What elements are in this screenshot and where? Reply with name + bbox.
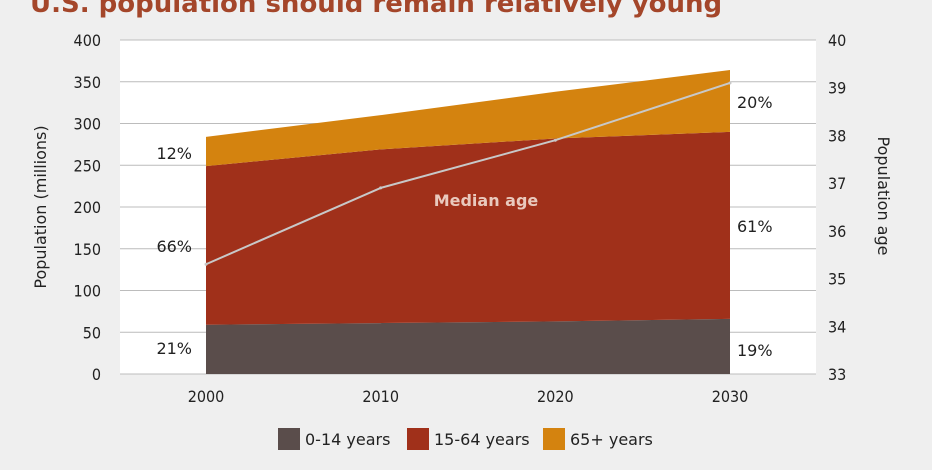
legend-swatch xyxy=(407,428,429,450)
y-tick-label: 150 xyxy=(74,240,101,259)
median-age-point xyxy=(728,81,732,85)
legend-item: 15-64 years xyxy=(407,428,530,450)
y2-tick-label: 35 xyxy=(828,270,846,289)
percent-annotations: 12% 66% 21% 20% 61% 19% xyxy=(156,93,772,360)
x-tick-label: 2000 xyxy=(188,387,225,406)
left-pct-label: 66% xyxy=(156,237,192,256)
y-axis-label: Population (millions) xyxy=(31,125,50,288)
x-tick-label: 2030 xyxy=(712,387,749,406)
median-age-line: Median age xyxy=(204,81,732,266)
legend-label: 65+ years xyxy=(570,430,653,449)
left-pct-label: 12% xyxy=(156,144,192,163)
median-age-point xyxy=(553,138,557,142)
area-series xyxy=(206,70,730,374)
left-pct-label: 21% xyxy=(156,339,192,358)
y-tick-label: 0 xyxy=(92,365,101,384)
y-tick-label: 400 xyxy=(74,31,101,50)
median-age-polyline xyxy=(205,81,731,266)
y-tick-label: 200 xyxy=(74,198,101,217)
y2-tick-label: 36 xyxy=(828,222,846,241)
axis-ticks: 0 50 100 150 200 250 300 350 400 33 34 35 36 37 38 39 40… xyxy=(74,31,847,406)
median-age-label: Median age xyxy=(434,191,539,210)
y-tick-label: 100 xyxy=(74,282,101,301)
y2-axis-label: Population age xyxy=(874,137,893,256)
legend-item: 65+ years xyxy=(543,428,653,450)
median-age-point xyxy=(379,186,383,190)
y-tick-label: 300 xyxy=(74,115,101,134)
area-15-64-years xyxy=(206,131,730,325)
y2-tick-label: 39 xyxy=(828,79,846,98)
area-0-14-years xyxy=(206,318,730,374)
x-tick-label: 2010 xyxy=(362,387,399,406)
y2-tick-label: 37 xyxy=(828,174,846,193)
legend: 0-14 years 15-64 years 65+ years xyxy=(278,428,653,450)
right-pct-label: 19% xyxy=(737,341,773,360)
area-65-years xyxy=(206,70,730,167)
chart-title: U.S. population should remain relatively… xyxy=(30,0,722,19)
legend-item: 0-14 years xyxy=(278,428,390,450)
y2-tick-label: 38 xyxy=(828,126,846,145)
y2-tick-label: 40 xyxy=(828,31,846,50)
legend-label: 15-64 years xyxy=(434,430,530,449)
x-tick-label: 2020 xyxy=(537,387,574,406)
legend-label: 0-14 years xyxy=(305,430,390,449)
y2-tick-label: 34 xyxy=(828,317,846,336)
right-pct-label: 20% xyxy=(737,93,773,112)
median-age-point xyxy=(204,262,208,266)
y-tick-label: 350 xyxy=(74,73,101,92)
y2-tick-label: 33 xyxy=(828,365,846,384)
y-tick-label: 250 xyxy=(74,156,101,175)
legend-swatch xyxy=(543,428,565,450)
y-tick-label: 50 xyxy=(83,323,101,342)
legend-swatch xyxy=(278,428,300,450)
right-pct-label: 61% xyxy=(737,217,773,236)
